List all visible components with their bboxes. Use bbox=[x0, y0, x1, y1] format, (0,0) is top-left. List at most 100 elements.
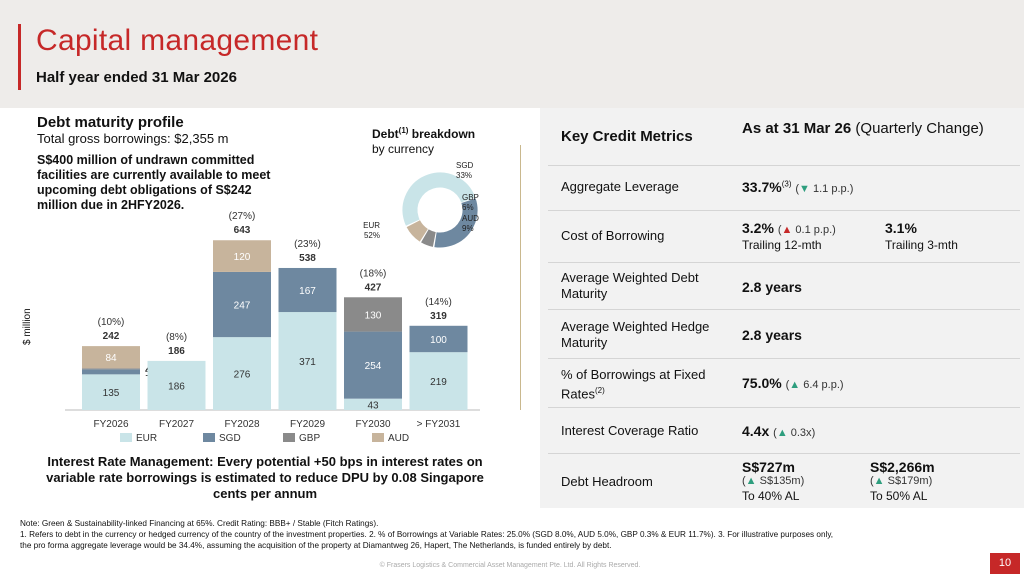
metric-change: (▼ 1.1 p.p.) bbox=[795, 183, 854, 195]
metric-row-debt-maturity: Average Weighted Debt Maturity 2.8 years bbox=[548, 263, 1020, 310]
metric-label: Average Weighted Hedge Maturity bbox=[561, 319, 710, 350]
header-band bbox=[0, 0, 1024, 108]
metric-value: 75.0% (▲ 6.4 p.p.) bbox=[742, 375, 844, 391]
metric-value: 2.8 years bbox=[742, 279, 802, 295]
bar-percent-label: (10%) bbox=[98, 317, 125, 328]
metric-value-2: 3.1% bbox=[885, 220, 917, 236]
metric-value: 2.8 years bbox=[742, 327, 802, 343]
bar-percent-label: (14%) bbox=[425, 297, 452, 308]
donut-label: EUR bbox=[363, 221, 380, 230]
legend-swatch bbox=[372, 433, 384, 442]
up-arrow-icon: ▲ bbox=[789, 379, 801, 391]
metrics-panel-background bbox=[540, 108, 1024, 508]
breakdown-title-word: Debt bbox=[372, 127, 399, 141]
breakdown-title: Debt(1) breakdown bbox=[372, 126, 475, 141]
bar-segment-aud bbox=[213, 240, 271, 272]
donut-label: AUD bbox=[462, 214, 479, 223]
metrics-date-suffix: (Quarterly Change) bbox=[851, 120, 984, 137]
x-tick-label: FY2028 bbox=[224, 419, 259, 430]
bar-percent-label: (18%) bbox=[360, 268, 387, 279]
metric-label: % of Borrowings at Fixed Rates(2) bbox=[561, 367, 731, 402]
page-number: 10 bbox=[990, 553, 1020, 574]
metric-change-2: (▲ S$179m) bbox=[870, 475, 933, 487]
interest-rate-note: Interest Rate Management: Every potentia… bbox=[46, 454, 484, 501]
donut-value-label: 9% bbox=[462, 224, 474, 233]
bar-segment-eur bbox=[82, 374, 140, 410]
donut-slice-eur bbox=[402, 172, 478, 248]
up-arrow-icon: ▲ bbox=[776, 427, 788, 439]
bar-segment-sgd bbox=[213, 271, 271, 338]
bar-percent-label: (27%) bbox=[229, 211, 256, 222]
bar-segment-gbp bbox=[344, 297, 402, 332]
metric-value-text: 4.4x bbox=[742, 423, 770, 439]
metric-value: 3.2% (▲ 0.1 p.p.) bbox=[742, 220, 836, 236]
data-label: 276 bbox=[234, 370, 251, 381]
metric-change: (▲ 0.3x) bbox=[773, 427, 816, 439]
bar-segment-gbp bbox=[82, 368, 140, 370]
data-label: 254 bbox=[365, 361, 382, 372]
metrics-heading: Key Credit Metrics bbox=[561, 128, 693, 145]
legend-swatch bbox=[203, 433, 215, 442]
bar-total-label: 538 bbox=[299, 253, 316, 264]
metric-label: Debt Headroom bbox=[561, 474, 653, 489]
metric-row-fixed-rates: % of Borrowings at Fixed Rates(2) 75.0% … bbox=[548, 359, 1020, 408]
footnote: Note: Green & Sustainability-linked Fina… bbox=[20, 518, 1010, 551]
footnote-line-3: the pro forma aggregate leverage would b… bbox=[20, 541, 612, 550]
donut-value-label: 33% bbox=[456, 171, 472, 180]
data-label: 186 bbox=[168, 381, 185, 392]
copyright: © Frasers Logistics & Commercial Asset M… bbox=[379, 562, 641, 569]
metrics-date-heading: As at 31 Mar 26 (Quarterly Change) bbox=[742, 119, 1012, 138]
data-label: 219 bbox=[430, 377, 447, 388]
legend-label: AUD bbox=[388, 433, 409, 444]
legend-label: GBP bbox=[299, 433, 320, 444]
bar-segment-aud bbox=[82, 346, 140, 369]
data-label: 84 bbox=[105, 353, 117, 364]
metric-row-interest-coverage: Interest Coverage Ratio 4.4x (▲ 0.3x) bbox=[548, 408, 1020, 454]
legend-label: EUR bbox=[136, 433, 157, 444]
x-tick-label: > FY2031 bbox=[417, 419, 461, 430]
footnote-line-2: 1. Refers to debt in the currency or hed… bbox=[20, 530, 834, 539]
metric-sub: To 40% AL bbox=[742, 489, 800, 503]
bar-segment-eur bbox=[409, 352, 468, 410]
page-title: Capital management bbox=[36, 24, 319, 57]
breakdown-subtitle: by currency bbox=[372, 142, 435, 156]
metric-change: (▲ S$135m) bbox=[742, 475, 805, 487]
metric-change-text: 1.1 p.p. bbox=[809, 183, 850, 195]
bar-segment-eur bbox=[344, 398, 402, 410]
up-arrow-icon: ▲ bbox=[781, 224, 793, 236]
debt-maturity-bar-chart: 13519484242(10%)FY2026186186(8%)FY202727… bbox=[65, 211, 480, 444]
metrics-date: As at 31 Mar 26 bbox=[742, 120, 852, 137]
y-axis-label: $ million bbox=[22, 308, 33, 345]
metric-label-sup: (2) bbox=[594, 386, 605, 395]
metric-value-2: S$2,266m bbox=[870, 459, 935, 475]
bar-segment-sgd bbox=[278, 267, 337, 313]
footnote-line-1: Note: Green & Sustainability-linked Fina… bbox=[20, 519, 379, 528]
metric-value: 33.7%(3) (▼ 1.1 p.p.) bbox=[742, 179, 853, 195]
data-label: 130 bbox=[365, 310, 382, 321]
legend-swatch bbox=[283, 433, 295, 442]
donut-label: GBP bbox=[462, 193, 479, 202]
bar-segment-eur bbox=[213, 337, 271, 410]
x-tick-label: FY2029 bbox=[290, 419, 325, 430]
metric-change-text: 0.3x bbox=[787, 427, 812, 439]
metric-row-cost-of-borrowing: Cost of Borrowing 3.2% (▲ 0.1 p.p.) Trai… bbox=[548, 210, 1020, 263]
metric-value: S$727m bbox=[742, 459, 795, 475]
metric-value-text: 75.0% bbox=[742, 375, 782, 391]
legend-swatch bbox=[120, 433, 132, 442]
breakdown-title-rest: breakdown bbox=[408, 127, 476, 141]
metric-change-text: S$135m bbox=[756, 475, 801, 487]
x-tick-label: FY2030 bbox=[355, 419, 390, 430]
bar-total-label: 643 bbox=[234, 225, 251, 236]
metric-value-sup: (3) bbox=[781, 179, 792, 189]
metric-row-aggregate-leverage: Aggregate Leverage 33.7%(3) (▼ 1.1 p.p.) bbox=[548, 165, 1020, 211]
data-label: 135 bbox=[103, 388, 120, 399]
metric-change-text: 6.4 p.p. bbox=[800, 379, 840, 391]
bar-total-label: 427 bbox=[365, 282, 382, 293]
data-label: 43 bbox=[367, 400, 379, 411]
bar-percent-label: (8%) bbox=[166, 332, 187, 343]
metric-sub-2: To 50% AL bbox=[870, 489, 928, 503]
metric-change: (▲ 0.1 p.p.) bbox=[777, 224, 836, 236]
bar-segment-eur bbox=[278, 312, 337, 410]
data-label: 247 bbox=[234, 301, 251, 312]
